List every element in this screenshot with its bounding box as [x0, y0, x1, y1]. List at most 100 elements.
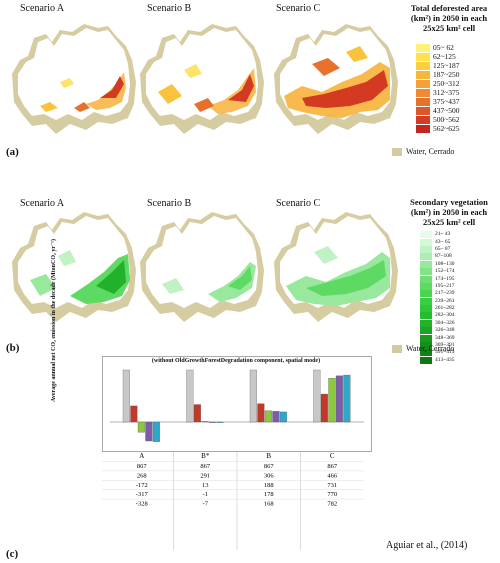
- category-label: B*: [201, 452, 210, 460]
- vegetation-legend-item: 152~174: [420, 268, 455, 276]
- bar-B-2011-2020: [257, 403, 265, 423]
- deforestation-legend-swatch: [416, 97, 430, 106]
- category-label: A: [139, 452, 144, 460]
- bar-B-2041-2050: [279, 411, 287, 423]
- citation: Aguiar et al., (2014): [386, 540, 468, 551]
- bar-A-2031-2040: [145, 421, 153, 442]
- vegetation-legend-label: 195~217: [435, 282, 455, 289]
- data-value-label: -317: [136, 491, 149, 498]
- deforestation-legend-item: 05~ 62: [416, 43, 460, 52]
- vegetation-legend-item: 21~ 43: [420, 231, 454, 239]
- bar-A-2041-2050: [152, 421, 160, 442]
- secondary-vegetation-map-scenario-a: [0, 200, 140, 335]
- bar-B*-2041-2050: [216, 421, 224, 423]
- deforestation-legend-swatch: [416, 115, 430, 124]
- deforestation-legend-label: 375~437: [433, 97, 460, 106]
- deforestation-legend-swatch: [416, 79, 430, 88]
- bar-A-2001-2010: [122, 369, 130, 423]
- data-value-label: -7: [203, 501, 209, 508]
- bar-B-2021-2030: [264, 410, 272, 423]
- vegetation-legend-swatch: [420, 356, 432, 364]
- vegetation-legend-swatch: [420, 275, 432, 283]
- panel-c-label: (c): [6, 548, 19, 560]
- data-value-label: -1: [203, 491, 208, 498]
- scenario-c-label-a: Scenario C: [276, 3, 321, 14]
- data-value-label: 466: [327, 472, 338, 479]
- vegetation-legend-label: 21~ 43: [435, 231, 451, 238]
- vegetation-legend-swatch: [420, 327, 432, 335]
- vegetation-legend-swatch: [420, 268, 432, 276]
- vegetation-legend-item: 326~348: [420, 327, 454, 335]
- deforestation-legend-item: 125~187: [416, 61, 460, 70]
- vegetation-legend-swatch: [420, 245, 432, 253]
- deforestation-legend-swatch: [416, 43, 430, 52]
- bar-B*-2021-2030: [201, 421, 209, 423]
- bar-C-2011-2020: [320, 393, 328, 423]
- vegetation-legend-swatch: [420, 342, 432, 350]
- deforestation-legend-swatch: [416, 70, 430, 79]
- deforestation-legend-label: 62~125: [433, 52, 456, 61]
- vegetation-legend-swatch: [420, 349, 432, 357]
- deforestation-legend-item: 312~375: [416, 88, 460, 97]
- bar-A-2021-2030: [137, 421, 145, 433]
- bar-A-2011-2020: [130, 405, 138, 423]
- data-value-label: -172: [136, 482, 148, 489]
- scenario-a-label-b: Scenario A: [20, 198, 65, 209]
- scenario-b-label-a: Scenario B: [147, 3, 192, 14]
- data-value-label: 13: [202, 482, 209, 489]
- vegetation-legend-label: 348~369: [435, 334, 455, 341]
- bar-B*-2011-2020: [193, 404, 201, 423]
- secondary-vegetation-map-scenario-b: [128, 200, 268, 335]
- vegetation-legend-swatch: [420, 312, 432, 320]
- chart-subtitle: (without OldGrowthForestDegradation comp…: [151, 358, 321, 364]
- vegetation-legend-label: 65~ 87: [435, 245, 451, 252]
- deforestation-map-scenario-c: [262, 12, 402, 147]
- deforestation-legend-label: 562~625: [433, 124, 460, 133]
- vegetation-legend-item: 217~239: [420, 290, 454, 298]
- bar-B-2001-2010: [249, 369, 257, 423]
- legend-title-line: Total deforested area: [410, 3, 488, 13]
- vegetation-legend-item: 391~413: [420, 349, 454, 357]
- category-label: B: [266, 452, 271, 460]
- data-value-label: 268: [137, 472, 147, 479]
- bar-C-2041-2050: [343, 374, 351, 423]
- vegetation-legend-item: 195~217: [420, 282, 455, 290]
- emission-bar-chart: AB*BC2001-20108678678678672011-202026829…: [102, 369, 364, 550]
- water-cerrado-legend-b: Water, Cerrado: [392, 344, 454, 353]
- legend-title-line: Secondary vegetation: [410, 197, 488, 207]
- vegetation-legend-swatch: [420, 238, 432, 246]
- scenario-c-label-b: Scenario C: [276, 198, 321, 209]
- secondary-vegetation-legend-title: Secondary vegetation (km²) in 2050 in ea…: [398, 197, 500, 227]
- bar-C-2021-2030: [328, 377, 336, 423]
- data-value-label: 731: [327, 482, 337, 489]
- vegetation-legend-label: 108~130: [435, 260, 455, 267]
- deforestation-legend-item: 187~250: [416, 70, 460, 79]
- data-value-label: 867: [137, 463, 148, 470]
- deforestation-legend-item: 375~437: [416, 97, 460, 106]
- deforestation-legend-label: 250~312: [433, 79, 460, 88]
- data-value-label: 306: [264, 472, 275, 479]
- bar-B*-2001-2010: [186, 369, 194, 423]
- vegetation-legend-item: 261~282: [420, 305, 454, 313]
- panel-b-label: (b): [6, 342, 20, 354]
- vegetation-legend-item: 348~369: [420, 334, 455, 342]
- scenario-b-label-b: Scenario B: [147, 198, 192, 209]
- deforestation-map-scenario-b: [128, 12, 268, 147]
- bar-B-2031-2040: [272, 411, 280, 423]
- vegetation-legend-item: 413~435: [420, 356, 455, 364]
- vegetation-legend-swatch: [420, 253, 432, 261]
- vegetation-legend-label: 413~435: [435, 356, 455, 363]
- bar-C-2031-2040: [335, 375, 343, 423]
- chart-ylabel-container: Average annual net CO₂ emission in the d…: [51, 239, 98, 456]
- legend-title-line: 25x25 km² cell: [422, 23, 476, 33]
- scenario-a-label-a: Scenario A: [20, 3, 65, 14]
- vegetation-legend-label: 152~174: [435, 268, 455, 275]
- vegetation-legend-label: 87~108: [435, 253, 452, 260]
- secondary-vegetation-map-scenario-c: [262, 200, 402, 335]
- vegetation-legend-label: 282~304: [435, 312, 455, 319]
- deforestation-legend-item: 437~500: [416, 106, 460, 115]
- legend-title-line: (km²) in 2050 in each: [410, 207, 488, 217]
- water-cerrado-legend-a: Water, Cerrado: [392, 147, 454, 156]
- legend-title-line: 25x25 km² cell: [422, 217, 476, 227]
- deforestation-legend-swatch: [416, 52, 430, 61]
